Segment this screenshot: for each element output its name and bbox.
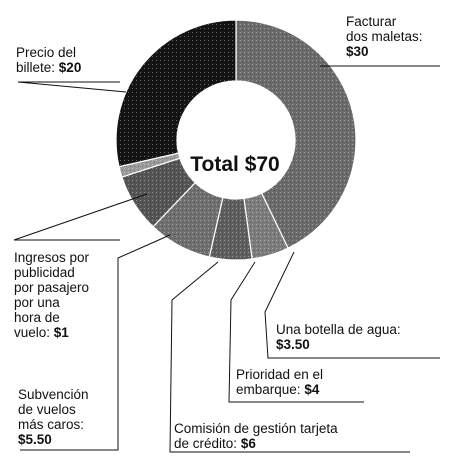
label-line: de vuelos [18, 402, 76, 417]
label-line: Facturar [346, 14, 397, 29]
label-line: Subvención [18, 387, 89, 402]
label-line: dos maletas: [346, 29, 423, 44]
slice-texture-precio [115, 19, 237, 168]
slice-label-comision: Comisión de gestión tarjeta de crédito: … [174, 421, 338, 451]
slice-label-ingresos: Ingresos por publicidad por pasajero por… [14, 250, 89, 340]
slice-value: $6 [240, 436, 256, 451]
label-line: Ingresos por [14, 250, 90, 265]
slice-texture-facturar [235, 19, 357, 249]
label-line: Precio del [16, 45, 77, 60]
label-line: por pasajero [14, 280, 90, 295]
label-line: publicidad [14, 265, 75, 280]
slice-label-facturar: Facturar dos maletas: $30 [346, 14, 423, 59]
leader-line-precio [17, 81, 127, 93]
slice-label-subvencion: Subvención de vuelos más caros: $5.50 [18, 387, 89, 447]
slice-value: $5.50 [18, 432, 52, 447]
label-line: Prioridad en el [236, 367, 324, 382]
label-line: Comisión de gestión tarjeta [174, 421, 338, 436]
label-line: por una [14, 295, 60, 310]
slice-value: $3.50 [276, 337, 310, 352]
label-line: Una botella de agua: [276, 322, 401, 337]
label-line: de crédito: [174, 436, 238, 451]
label-line: embarque: [236, 382, 301, 397]
center-total-label: Total $70 [190, 153, 280, 176]
slice-value: $4 [304, 382, 320, 397]
label-line: billete: [16, 60, 56, 75]
slice-value: $1 [53, 325, 69, 340]
label-line: hora de [14, 310, 60, 325]
leader-line-ingresos [13, 193, 148, 241]
leader-line-prioridad [228, 261, 364, 403]
slice-label-precio: Precio del billete: $20 [16, 45, 81, 75]
label-line: más caros: [18, 417, 85, 432]
slice-label-prioridad: Prioridad en el embarque: $4 [236, 367, 323, 397]
label-line: vuelo: [14, 325, 51, 340]
slice-value: $30 [346, 44, 369, 59]
leader-line-botella [264, 251, 440, 359]
leader-line-subvencion [20, 234, 171, 451]
slice-value: $20 [58, 60, 82, 75]
slice-label-botella: Una botella de agua: $3.50 [276, 322, 401, 352]
leader-line-comision [169, 261, 410, 453]
